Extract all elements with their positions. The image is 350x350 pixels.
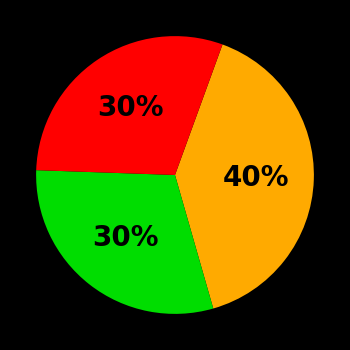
Wedge shape xyxy=(175,44,314,308)
Wedge shape xyxy=(36,36,223,175)
Text: 30%: 30% xyxy=(92,224,159,252)
Wedge shape xyxy=(36,170,213,314)
Text: 30%: 30% xyxy=(97,94,163,122)
Text: 40%: 40% xyxy=(222,164,289,192)
